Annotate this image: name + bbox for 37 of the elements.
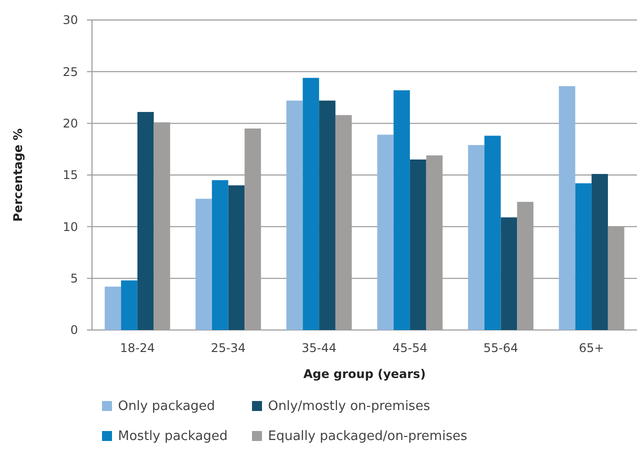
bar [212, 180, 228, 330]
legend-label: Only packaged [118, 399, 216, 414]
x-tick-label: 35-44 [302, 341, 337, 355]
legend-label: Mostly packaged [118, 429, 228, 444]
y-tick-label: 20 [62, 116, 78, 131]
bar [137, 112, 154, 330]
bar [286, 100, 303, 330]
bar [500, 217, 518, 330]
bar [575, 183, 592, 330]
bar [484, 136, 501, 330]
y-tick-label: 15 [62, 168, 78, 182]
bar [394, 90, 410, 330]
bar [302, 78, 320, 330]
y-tick-label: 25 [62, 64, 78, 79]
x-tick-label: 25-34 [210, 341, 246, 355]
bar [228, 185, 245, 330]
x-tick-label: 55-64 [483, 341, 518, 355]
bar [121, 280, 138, 330]
bar [319, 100, 336, 330]
y-tick-label: 0 [70, 323, 78, 338]
bar [468, 145, 484, 330]
y-tick-label: 5 [70, 272, 78, 286]
bar [377, 134, 394, 330]
legend-label: Only/mostly on-premises [268, 399, 430, 414]
legend-label: Equally packaged/on-premises [268, 429, 468, 444]
bar [558, 86, 576, 330]
y-axis-title: Percentage % [11, 128, 25, 222]
x-tick-label: 65+ [578, 341, 604, 355]
bar [592, 174, 608, 330]
bar [104, 286, 122, 330]
x-axis-title: Age group (years) [303, 367, 426, 381]
x-tick-label: 45-54 [392, 341, 428, 355]
x-tick-label: 18-24 [120, 341, 155, 355]
y-tick-label: 10 [62, 220, 78, 234]
bar [410, 160, 426, 330]
y-tick-label: 30 [62, 13, 78, 28]
bar [196, 198, 212, 330]
